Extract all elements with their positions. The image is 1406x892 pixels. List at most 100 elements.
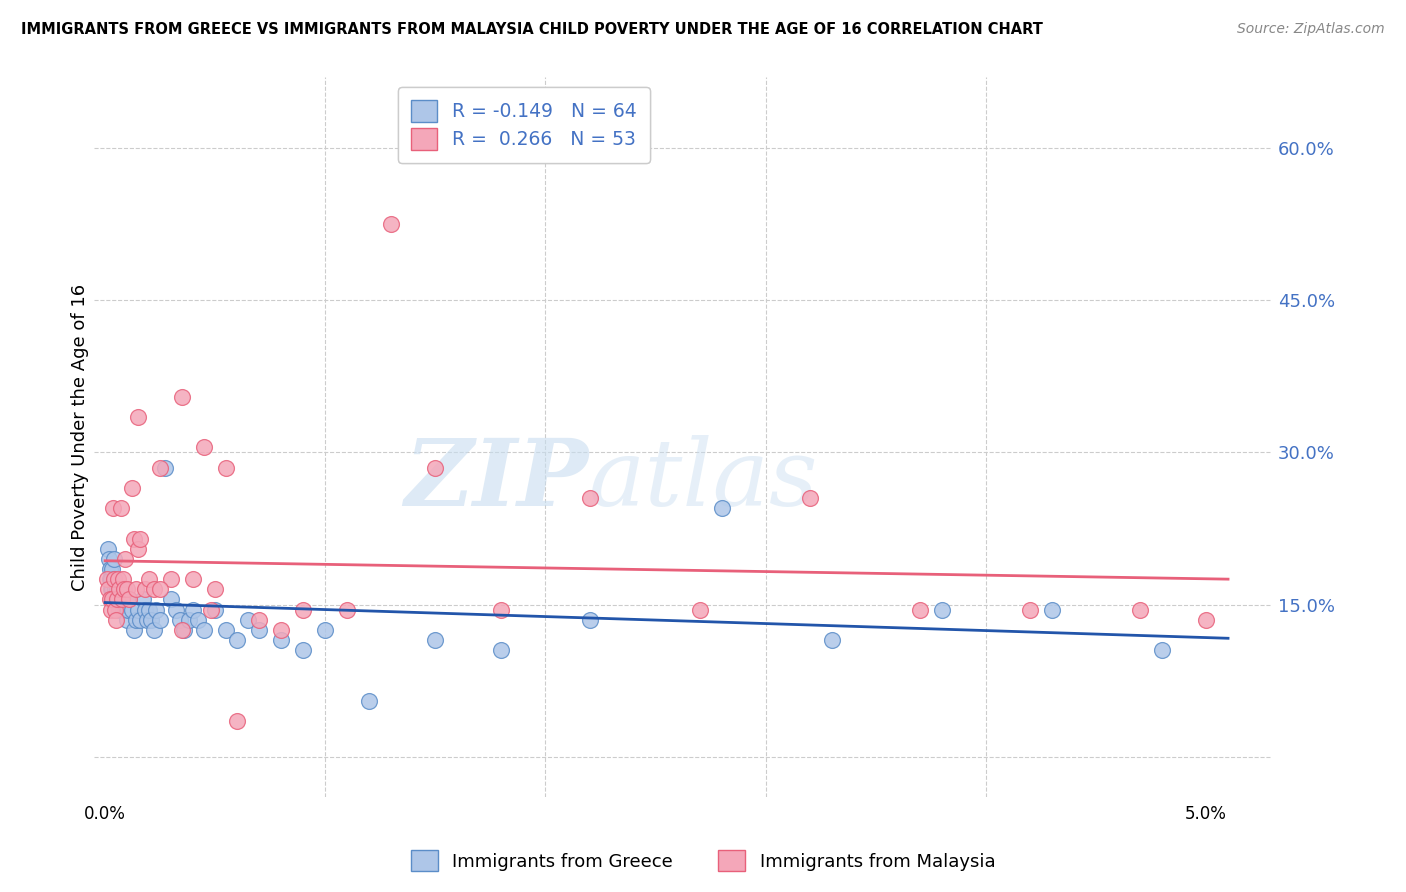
Point (107, 572, 129, 586)
Point (425, 460, 447, 475)
Point (799, 491, 821, 505)
Point (125, 582, 148, 597)
Point (238, 613, 260, 627)
Point (134, 582, 156, 597)
Point (142, 623, 165, 637)
Point (215, 623, 238, 637)
Point (100, 562, 122, 576)
Point (193, 441, 215, 455)
Point (247, 623, 270, 637)
Point (98, 552, 121, 566)
Point (98, 562, 121, 576)
Point (292, 643, 315, 657)
Point (122, 623, 145, 637)
Point (1040, 602, 1063, 616)
Point (172, 623, 194, 637)
Point (101, 501, 124, 516)
Point (100, 582, 122, 597)
Point (98, 592, 121, 607)
Point (193, 623, 215, 637)
Point (127, 602, 149, 616)
Point (103, 572, 125, 586)
Point (112, 582, 135, 597)
Point (134, 602, 156, 616)
Y-axis label: Child Poverty Under the Age of 16: Child Poverty Under the Age of 16 (72, 284, 89, 591)
Point (129, 532, 152, 546)
Point (127, 410, 149, 425)
Point (127, 541, 149, 556)
Legend: R = -0.149   N = 64, R =  0.266   N = 53: R = -0.149 N = 64, R = 0.266 N = 53 (398, 87, 650, 163)
Point (931, 602, 953, 616)
Text: atlas: atlas (589, 435, 818, 525)
Point (108, 582, 131, 597)
Point (380, 218, 402, 232)
Point (710, 501, 733, 516)
Point (270, 633, 292, 648)
Point (100, 572, 122, 586)
Point (122, 532, 145, 546)
Point (121, 602, 143, 616)
Point (226, 714, 249, 728)
Point (104, 602, 127, 616)
Point (204, 582, 226, 597)
Text: ZIP: ZIP (405, 435, 589, 525)
Point (100, 602, 122, 616)
Point (149, 582, 172, 597)
Point (149, 460, 172, 475)
Point (115, 613, 138, 627)
Point (108, 602, 131, 616)
Point (96, 572, 118, 586)
Point (136, 613, 159, 627)
Point (187, 613, 209, 627)
Point (100, 592, 122, 607)
Point (121, 481, 143, 495)
Point (181, 602, 204, 616)
Point (165, 602, 187, 616)
Point (160, 572, 183, 586)
Point (145, 602, 167, 616)
Point (111, 592, 134, 607)
Point (578, 613, 600, 627)
Point (226, 633, 249, 648)
Point (425, 633, 447, 648)
Point (359, 694, 381, 708)
Text: Source: ZipAtlas.com: Source: ZipAtlas.com (1237, 22, 1385, 37)
Point (247, 613, 270, 627)
Point (270, 623, 292, 637)
Point (138, 572, 160, 586)
Point (129, 613, 152, 627)
Point (112, 592, 135, 607)
Point (821, 633, 844, 648)
Point (103, 552, 125, 566)
Point (115, 582, 138, 597)
Point (1195, 613, 1218, 627)
Point (1018, 602, 1040, 616)
Point (105, 592, 128, 607)
Point (114, 552, 136, 566)
Point (689, 602, 711, 616)
Point (103, 572, 125, 586)
Point (111, 572, 134, 586)
Point (105, 613, 128, 627)
Point (204, 602, 226, 616)
Point (114, 602, 136, 616)
Point (336, 602, 359, 616)
Point (153, 460, 176, 475)
Point (1150, 643, 1173, 657)
Point (98, 572, 121, 586)
Point (142, 582, 165, 597)
Point (177, 613, 200, 627)
Point (97, 582, 120, 597)
Point (1129, 602, 1152, 616)
Point (200, 602, 222, 616)
Point (314, 623, 336, 637)
Point (491, 643, 513, 657)
Legend: Immigrants from Greece, Immigrants from Malaysia: Immigrants from Greece, Immigrants from … (404, 843, 1002, 879)
Point (908, 602, 931, 616)
Point (215, 460, 238, 475)
Point (131, 592, 153, 607)
Point (104, 582, 127, 597)
Point (115, 592, 138, 607)
Point (172, 390, 194, 404)
Point (149, 613, 172, 627)
